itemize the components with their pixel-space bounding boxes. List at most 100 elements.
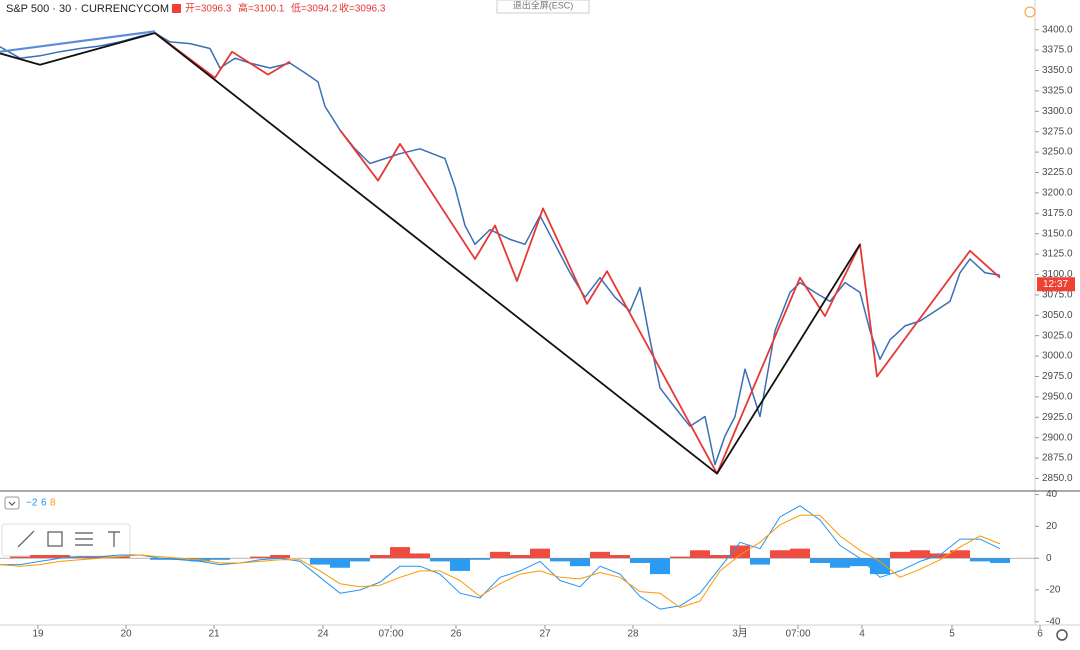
y-tick-label: 3250.0 — [1042, 147, 1073, 158]
histogram-bar — [610, 555, 630, 559]
x-tick-label: 19 — [32, 629, 44, 640]
histogram-bar — [970, 558, 990, 562]
settings-icon[interactable] — [1056, 629, 1068, 641]
macd-line — [0, 505, 1001, 610]
histogram-bar — [830, 558, 850, 568]
histogram-bar — [770, 550, 790, 559]
text-tool[interactable] — [108, 531, 120, 547]
histogram-bar — [10, 556, 30, 559]
histogram-bar — [690, 550, 710, 559]
y-tick-label: 20 — [1046, 521, 1058, 532]
y-tick-label: 3325.0 — [1042, 86, 1073, 97]
y-tick-label: 2850.0 — [1042, 473, 1073, 484]
x-tick-label: 21 — [208, 629, 220, 640]
x-tick-label: 07:00 — [378, 629, 403, 640]
histogram-bar — [630, 558, 650, 563]
ohlc-low: 低=3094.2 — [291, 2, 338, 15]
price-line — [0, 32, 861, 475]
price-tag-label: 12:37 — [1043, 279, 1068, 290]
price-line — [0, 32, 1001, 466]
histogram-bar — [490, 551, 510, 559]
y-tick-label: 3050.0 — [1042, 310, 1073, 321]
y-tick-label: -20 — [1046, 585, 1061, 596]
histogram-bar — [890, 551, 910, 559]
histogram-bar — [270, 555, 290, 559]
histogram-bar — [530, 548, 550, 559]
fib-tool[interactable] — [75, 532, 93, 546]
histogram-bar — [70, 556, 90, 559]
y-tick-label: 3200.0 — [1042, 188, 1073, 199]
ohlc-open: 开=3096.3 — [185, 4, 232, 15]
histogram-bar — [250, 556, 270, 559]
alert-icon[interactable] — [1024, 6, 1036, 18]
histogram-bar — [710, 555, 730, 559]
y-tick-label: 3175.0 — [1042, 208, 1073, 219]
x-tick-label: 07:00 — [785, 629, 810, 640]
y-tick-label: 3150.0 — [1042, 228, 1073, 239]
y-tick-label: 3025.0 — [1042, 330, 1073, 341]
y-tick-label: 3400.0 — [1042, 24, 1073, 35]
histogram-bar — [470, 558, 490, 560]
collapse-button[interactable] — [4, 496, 20, 510]
y-tick-label: 2925.0 — [1042, 412, 1073, 423]
y-tick-label: 3275.0 — [1042, 126, 1073, 137]
x-tick-label: 4 — [859, 629, 865, 640]
y-tick-label: 2975.0 — [1042, 371, 1073, 382]
y-tick-label: 3075.0 — [1042, 290, 1073, 301]
macd-param: 8 — [50, 498, 56, 509]
toolbar-box — [1, 523, 131, 557]
histogram-bar — [950, 550, 970, 559]
histogram-bar — [110, 556, 130, 559]
y-tick-label: -40 — [1046, 616, 1061, 627]
ohlc-close: 收=3096.3 — [339, 2, 386, 15]
histogram-bar — [870, 558, 890, 575]
histogram-bar — [550, 558, 570, 562]
histogram-bar — [430, 558, 450, 562]
exit-fullscreen-label[interactable]: 退出全屏(ESC) — [513, 0, 574, 10]
histogram-bar — [390, 547, 410, 559]
y-tick-label: 0 — [1046, 553, 1052, 564]
x-tick-label: 3月 — [732, 628, 748, 640]
exit-fullscreen-button[interactable] — [496, 0, 590, 14]
histogram-bar — [590, 551, 610, 559]
histogram-bar — [570, 558, 590, 567]
histogram-bar — [330, 558, 350, 568]
y-tick-label: 3125.0 — [1042, 249, 1073, 260]
histogram-bar — [350, 558, 370, 562]
histogram-bar — [810, 558, 830, 563]
histogram-bar — [650, 558, 670, 575]
histogram-bar — [510, 555, 530, 559]
macd-param: −2 — [26, 498, 38, 509]
x-tick-label: 5 — [949, 629, 955, 640]
y-tick-label: 40 — [1046, 489, 1058, 500]
histogram-bar — [150, 558, 170, 560]
histogram-bar — [310, 558, 330, 565]
x-tick-label: 27 — [539, 629, 551, 640]
rect-tool[interactable] — [47, 531, 63, 547]
chart-title: S&P 500 · 30 · CURRENCYCOM — [6, 3, 169, 15]
histogram-bar — [850, 558, 870, 567]
y-tick-label: 2900.0 — [1042, 432, 1073, 443]
histogram-bar — [910, 550, 930, 559]
x-tick-label: 24 — [317, 629, 329, 640]
histogram-bar — [170, 558, 190, 560]
histogram-bar — [930, 553, 950, 559]
x-tick-label: 26 — [450, 629, 462, 640]
y-tick-label: 3225.0 — [1042, 167, 1073, 178]
y-tick-label: 2875.0 — [1042, 453, 1073, 464]
histogram-bar — [410, 553, 430, 559]
y-tick-label: 3350.0 — [1042, 65, 1073, 76]
histogram-bar — [990, 558, 1010, 563]
price-tag — [1037, 277, 1075, 292]
line-tool[interactable] — [17, 530, 35, 548]
y-tick-label: 2950.0 — [1042, 392, 1073, 403]
macd-param: 6 — [41, 498, 47, 509]
x-tick-label: 20 — [120, 629, 132, 640]
ohlc-high: 高=3100.1 — [238, 2, 285, 15]
histogram-bar — [750, 558, 770, 565]
histogram-bar — [450, 558, 470, 571]
x-tick-label: 6 — [1037, 629, 1043, 640]
status-icon — [172, 4, 181, 13]
